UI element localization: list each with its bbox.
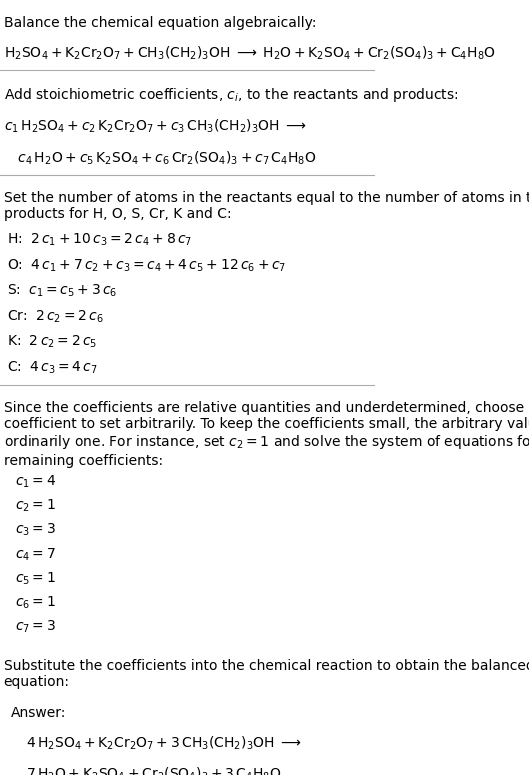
Text: Cr: $\; 2\,c_2 = 2\,c_6$: Cr: $\; 2\,c_2 = 2\,c_6$ [7, 308, 104, 325]
Text: $c_7 = 3$: $c_7 = 3$ [15, 618, 56, 635]
Text: Since the coefficients are relative quantities and underdetermined, choose a
coe: Since the coefficients are relative quan… [4, 401, 529, 467]
Text: $7\,\mathrm{H_2O} + \mathrm{K_2SO_4} + \mathrm{Cr_2(SO_4)_3} + 3\,\mathrm{C_4H_8: $7\,\mathrm{H_2O} + \mathrm{K_2SO_4} + \… [26, 766, 281, 775]
Text: S: $\;  c_1 = c_5 + 3\,c_6$: S: $\; c_1 = c_5 + 3\,c_6$ [7, 283, 118, 299]
Text: C: $\;  4\,c_3 = 4\,c_7$: C: $\; 4\,c_3 = 4\,c_7$ [7, 360, 98, 376]
Text: $c_1\,\mathrm{H_2SO_4} + c_2\,\mathrm{K_2Cr_2O_7} + c_3\,\mathrm{CH_3(CH_2)_3OH}: $c_1\,\mathrm{H_2SO_4} + c_2\,\mathrm{K_… [4, 118, 307, 135]
Text: H: $\;  2\,c_1 + 10\,c_3 = 2\,c_4 + 8\,c_7$: H: $\; 2\,c_1 + 10\,c_3 = 2\,c_4 + 8\,c_… [7, 232, 193, 249]
Text: Set the number of atoms in the reactants equal to the number of atoms in the
pro: Set the number of atoms in the reactants… [4, 191, 529, 221]
Text: $c_3 = 3$: $c_3 = 3$ [15, 522, 56, 539]
Text: $c_6 = 1$: $c_6 = 1$ [15, 594, 56, 611]
FancyBboxPatch shape [0, 694, 240, 775]
Text: O: $\;  4\,c_1 + 7\,c_2 + c_3 = c_4 + 4\,c_5 + 12\,c_6 + c_7$: O: $\; 4\,c_1 + 7\,c_2 + c_3 = c_4 + 4\,… [7, 257, 287, 274]
Text: Add stoichiometric coefficients, $c_i$, to the reactants and products:: Add stoichiometric coefficients, $c_i$, … [4, 86, 459, 104]
Text: K: $\;  2\,c_2 = 2\,c_5$: K: $\; 2\,c_2 = 2\,c_5$ [7, 334, 98, 350]
Text: $c_4 = 7$: $c_4 = 7$ [15, 546, 56, 563]
Text: $4\,\mathrm{H_2SO_4} + \mathrm{K_2Cr_2O_7} + 3\,\mathrm{CH_3(CH_2)_3OH} \;\longr: $4\,\mathrm{H_2SO_4} + \mathrm{K_2Cr_2O_… [26, 735, 302, 753]
Text: $\mathrm{H_2SO_4 + K_2Cr_2O_7 + CH_3(CH_2)_3OH} \;\longrightarrow\; \mathrm{H_2O: $\mathrm{H_2SO_4 + K_2Cr_2O_7 + CH_3(CH_… [4, 44, 496, 62]
Text: $c_1 = 4$: $c_1 = 4$ [15, 474, 56, 490]
Text: Answer:: Answer: [11, 707, 67, 721]
Text: Substitute the coefficients into the chemical reaction to obtain the balanced
eq: Substitute the coefficients into the che… [4, 659, 529, 689]
Text: $c_2 = 1$: $c_2 = 1$ [15, 498, 56, 515]
Text: Balance the chemical equation algebraically:: Balance the chemical equation algebraica… [4, 16, 316, 30]
Text: $\quad c_4\,\mathrm{H_2O} + c_5\,\mathrm{K_2SO_4} + c_6\,\mathrm{Cr_2(SO_4)_3} +: $\quad c_4\,\mathrm{H_2O} + c_5\,\mathrm… [4, 150, 316, 167]
Text: $c_5 = 1$: $c_5 = 1$ [15, 570, 56, 587]
